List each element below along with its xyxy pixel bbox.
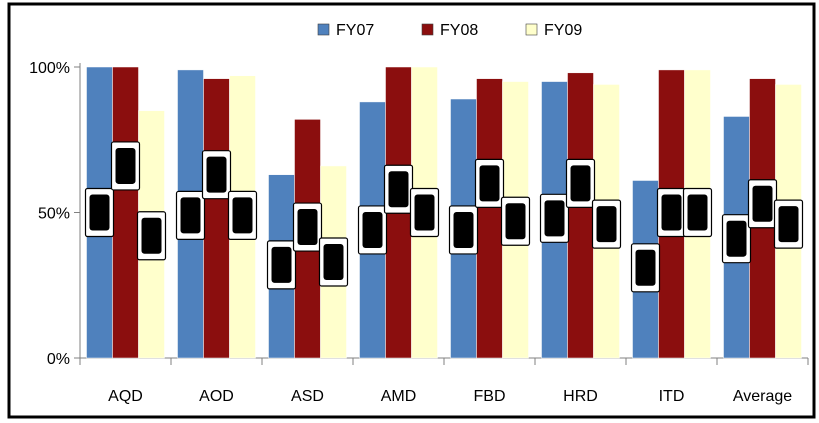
x-tick-label-amd: AMD (381, 388, 417, 405)
legend-swatch-fy07 (317, 23, 330, 36)
y-tick-label: 0% (47, 351, 70, 368)
marker-fill (388, 171, 409, 208)
marker-fill (479, 165, 500, 202)
bar-fy08-aqd (112, 66, 139, 359)
marker-fill (752, 185, 773, 222)
x-tick-label-fbd: FBD (474, 388, 506, 405)
marker-fill (778, 206, 799, 243)
marker-fill (544, 200, 565, 237)
marker-fill (596, 206, 617, 243)
marker-fill (453, 211, 474, 248)
marker-fill (661, 194, 682, 231)
marker-fill (206, 156, 227, 193)
legend-label-fy07: FY07 (336, 22, 374, 39)
marker-fill (687, 194, 708, 231)
x-tick-label-aod: AOD (199, 388, 234, 405)
marker-fill (232, 197, 253, 234)
legend-swatch-fy09 (525, 23, 538, 36)
marker-fill (414, 194, 435, 231)
marker-fill (570, 165, 591, 202)
x-tick-label-aqd: AQD (108, 388, 143, 405)
marker-fill (726, 220, 747, 257)
marker-fill (323, 243, 344, 280)
marker-fill (115, 147, 136, 184)
bar-fy08-hrd (567, 72, 594, 359)
y-tick-label: 100% (29, 60, 70, 77)
marker-fill (362, 211, 383, 248)
bar-fy08-fbd (476, 78, 503, 359)
x-tick-label-hrd: HRD (563, 388, 598, 405)
y-tick-label: 50% (38, 206, 70, 223)
x-tick-label-itd: ITD (659, 388, 685, 405)
marker-fill (180, 197, 201, 234)
x-tick-label-asd: ASD (291, 388, 324, 405)
marker-fill (297, 209, 318, 246)
legend-label-fy08: FY08 (440, 22, 478, 39)
markers (84, 141, 804, 293)
legend-swatch-fy08 (421, 23, 434, 36)
marker-fill (271, 246, 292, 283)
marker-fill (635, 249, 656, 286)
marker-fill (141, 217, 162, 254)
x-tick-label-average: Average (733, 388, 792, 405)
bar-fy08-aod (203, 78, 230, 359)
legend-label-fy09: FY09 (544, 22, 582, 39)
marker-fill (505, 203, 526, 240)
y-axis: 0% 50% 100% (29, 60, 81, 368)
marker-fill (89, 194, 110, 231)
legend: FY07 FY08 FY09 (317, 22, 582, 39)
